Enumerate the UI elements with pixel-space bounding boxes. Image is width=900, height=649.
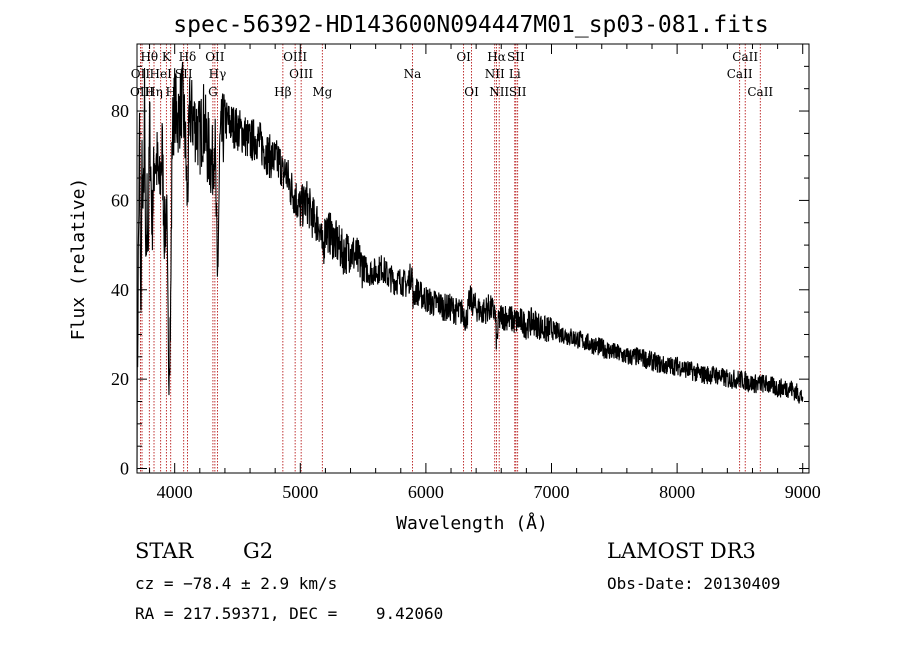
x-tick-label: 4000	[157, 482, 193, 502]
chart-title: spec-56392-HD143600N094447M01_sp03-081.f…	[173, 12, 768, 38]
spectral-line-label: SII	[509, 85, 527, 99]
object-class: STAR	[135, 539, 194, 563]
spectral-line-label: OII	[205, 50, 225, 64]
x-axis-label: Wavelength (Å)	[396, 512, 548, 534]
y-tick-label: 40	[111, 280, 129, 300]
spectral-line-label: CaII	[747, 85, 773, 99]
spectral-line-label: OI	[456, 50, 471, 64]
x-axis-ticks: 4000 5000 6000 7000 8000 9000	[149, 44, 821, 502]
spectral-line-label: OIII	[130, 85, 154, 99]
y-axis-label: Flux (relative)	[68, 178, 89, 341]
spectral-line-label: CaII	[727, 67, 753, 81]
spectrum-series-line	[136, 61, 804, 471]
spectral-line-label: SII	[175, 67, 193, 81]
spectral-line-label: OII	[131, 67, 151, 81]
spectral-line-label: Hβ	[274, 85, 291, 99]
spectral-line-label: G	[208, 85, 218, 99]
y-axis-ticks: 0 20 40 60 80	[111, 65, 809, 479]
x-tick-label: 7000	[534, 482, 570, 502]
spectral-line-label: OIII	[289, 67, 313, 81]
spectral-line-label: Hα	[487, 50, 506, 64]
x-tick-label: 5000	[282, 482, 318, 502]
coordinates: RA = 217.59371, DEC = 9.42060	[135, 604, 444, 623]
spectral-line-label: OI	[464, 85, 479, 99]
spectral-line-label: HeI	[150, 67, 173, 81]
spectral-line-label: CaII	[732, 50, 758, 64]
spectral-line-label: NII	[485, 67, 505, 81]
y-tick-label: 80	[111, 101, 129, 121]
spectral-line-label: Hθ	[140, 50, 158, 64]
spectral-line-label: OIII	[283, 50, 307, 64]
spectral-line-label: K	[162, 50, 172, 64]
spectral-line-label: SII	[507, 50, 525, 64]
redshift-value: cz = −78.4 ± 2.9 km/s	[135, 574, 338, 593]
survey-name: LAMOST DR3	[607, 539, 756, 563]
object-subclass: G2	[243, 539, 274, 563]
spectral-line-label: Li	[509, 67, 521, 81]
spectral-line-label: Mg	[312, 85, 332, 99]
y-tick-label: 0	[120, 459, 129, 479]
y-tick-label: 20	[111, 369, 129, 389]
x-tick-label: 8000	[659, 482, 695, 502]
spectral-line-label: H	[165, 85, 175, 99]
obs-date: Obs-Date: 20130409	[607, 574, 781, 593]
spectral-line-label: Na	[404, 67, 422, 81]
plot-frame	[136, 43, 810, 474]
x-tick-label: 9000	[785, 482, 821, 502]
y-tick-label: 60	[111, 190, 129, 210]
plot-axes	[136, 43, 810, 474]
spectral-line-label: NII	[489, 85, 509, 99]
spectral-line-label: Hη	[145, 85, 163, 99]
x-tick-label: 6000	[408, 482, 444, 502]
spectral-line-label: Hδ	[179, 50, 197, 64]
spectral-line-label: Hγ	[209, 67, 227, 81]
